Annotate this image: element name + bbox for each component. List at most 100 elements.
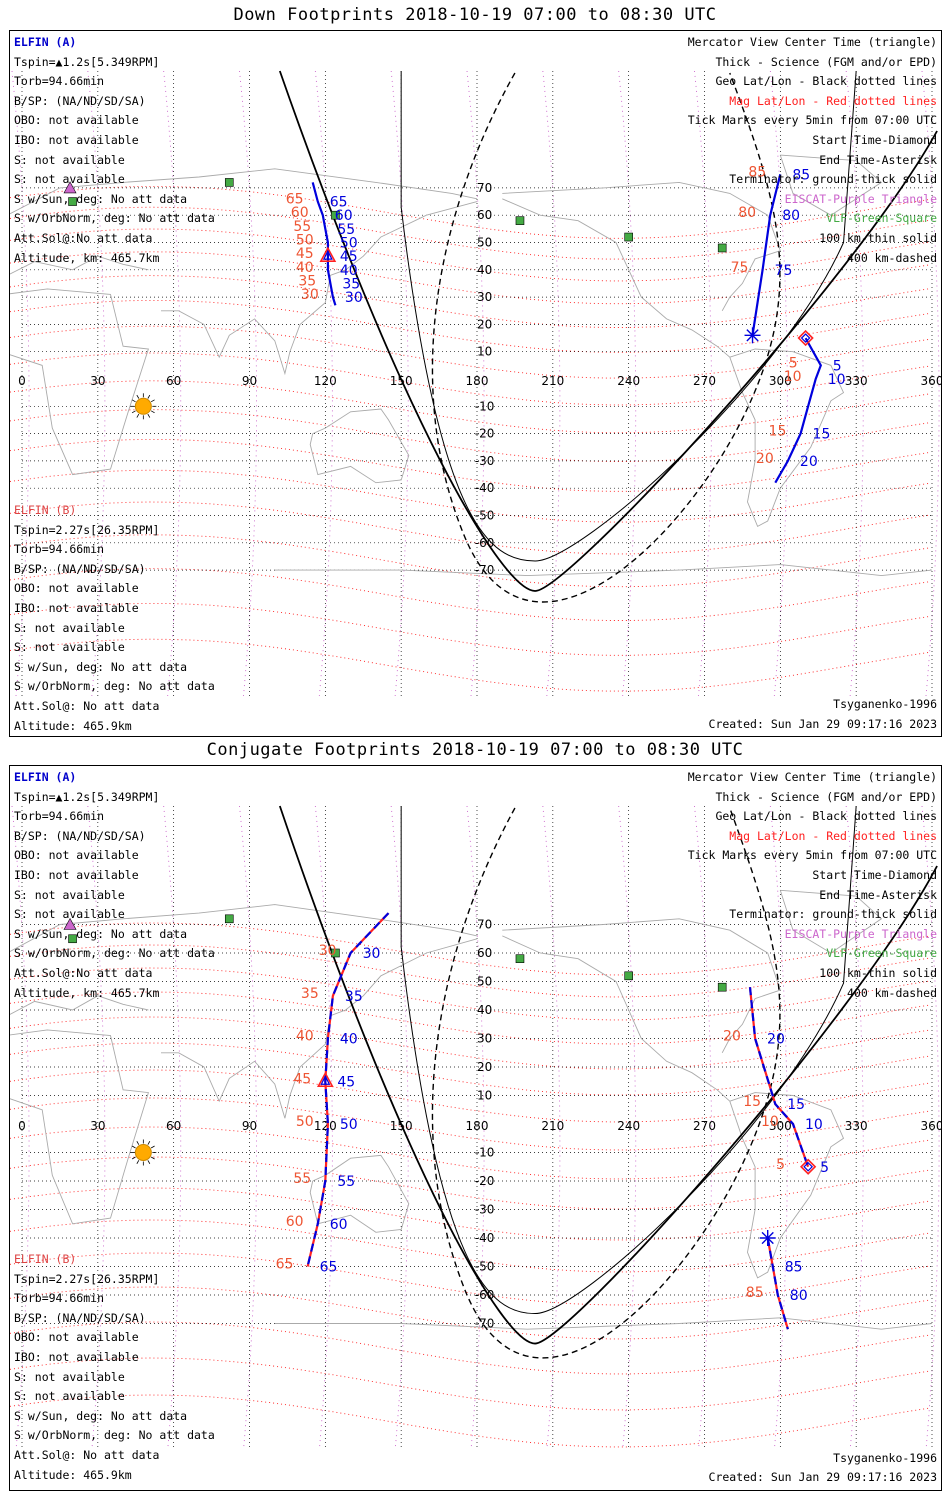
map-canvas-down[interactable]: 0 30 60 90 120 150 180 210 240 270 300 330 360 70 60 50… [10,31,941,736]
elfin-a-info-down: ELFIN (A) Tspin=▲1.2s[5.349RPM] Torb=94.6… [14,33,215,268]
mag-lat-line [10,1042,931,1096]
legend-entry: Thick - Science (FGM and/or EPD) [715,54,937,69]
time-tick-label: 50 [340,236,358,252]
time-tick-label: 45 [337,1074,355,1090]
info-line: S: not available [14,152,125,167]
time-tick-label: 80 [790,1288,808,1304]
lon-tick-label: 30 [90,374,105,388]
terminator-100km [400,805,857,1315]
lat-tick-label: -70 [475,1317,495,1331]
sun-icon [134,397,152,415]
eiscat-marker [63,917,77,930]
info-line: S: not available [14,620,125,635]
mag-time-tick-label: 55 [293,219,311,235]
legend-conjugate: Mercator View Center Time (triangle) Thic… [688,768,937,1003]
terminator-400km [431,72,781,603]
mag-lat-line [10,1069,931,1123]
elfin-a-label: ELFIN (A) [14,770,77,784]
mag-time-tick-label: 40 [296,260,314,276]
mag-time-tick-label: 15 [743,1094,761,1110]
info-line: Tspin=2.27s[26.35RPM] [14,1271,160,1286]
vlf-station-marker [224,914,234,924]
map-panel-conjugate: 0 30 60 90 120 150 180 210 240 270 300 330 360 70 60 50… [9,765,942,1491]
vlf-station-marker [515,216,525,225]
vlf-station-marker [717,982,727,992]
lon-tick-label: 90 [242,374,257,388]
lat-tick-label: -40 [475,1231,495,1245]
info-line: S w/Sun, deg: No att data [14,926,188,941]
end-time-asterisk [746,329,759,342]
mag-lat-line [10,1016,931,1070]
info-line: S w/OrbNorm, deg: No att data [14,211,215,226]
lon-tick-label: 210 [541,1119,564,1133]
info-line: Tspin=2.27s[26.35RPM] [14,522,160,537]
lat-tick-label: -70 [475,563,495,577]
lon-tick-label: 0 [18,374,26,388]
time-tick-label: 65 [320,1260,338,1276]
time-tick-label: 55 [337,1174,355,1190]
lat-tick-label: -60 [475,1288,495,1302]
lon-tick-label: 270 [693,1119,716,1133]
vlf-station-marker [717,243,727,253]
lat-tick-label: 20 [477,317,492,331]
time-tick-label: 75 [775,263,793,279]
lon-tick-label: 30 [90,1119,105,1133]
map-canvas-conjugate[interactable]: 0 30 60 90 120 150 180 210 240 270 300 330 360 70 60 50… [10,766,941,1490]
lat-tick-label: 30 [477,1032,492,1046]
time-tick-label: 65 [330,195,348,211]
mag-lat-line [10,275,931,328]
mag-time-tick-label: 35 [301,986,319,1002]
lon-tick-label: 180 [466,374,489,388]
mag-time-tick-label: 60 [291,205,309,221]
time-tick-label: 30 [345,290,363,306]
info-line: S: not available [14,887,125,902]
time-tick-label: 30 [363,946,381,962]
mag-time-tick-label: 40 [296,1029,314,1045]
lat-tick-label: 50 [477,236,492,250]
mag-time-tick-label: 10 [784,369,802,385]
lat-tick-label: 50 [477,975,492,989]
view-center-triangle [316,1071,334,1088]
info-line: OBO: not available [14,848,139,863]
lat-tick-label: 70 [477,181,492,195]
mag-time-tick-label: 50 [296,233,314,249]
lat-tick-label: 40 [477,1003,492,1017]
lat-tick-label: -20 [475,427,495,441]
start-time-diamond-inner [803,1161,813,1172]
created-label-down: Created: Sun Jan 29 09:17:16 2023 [708,717,937,731]
start-time-diamond [800,1158,817,1175]
elfin-b-info-down: ELFIN (B) Tspin=2.27s[26.35RPM] Torb=94.6… [14,501,215,736]
info-line: Altitude, km: 465.7km [14,985,160,1000]
info-line: S w/OrbNorm, deg: No att data [14,1428,215,1443]
legend-entry: VLF-Green-Square [826,211,937,226]
elfin-a-info-conjugate: ELFIN (A) Tspin=▲1.2s[5.349RPM] Torb=94.6… [14,768,215,1003]
coastline [729,348,845,528]
coastline [274,1317,933,1330]
footprint-track [306,912,390,1267]
elfin-a-label: ELFIN (A) [14,35,77,49]
mag-time-tick-label: 5 [789,355,798,371]
sun-ray [150,399,155,403]
sun-ray [147,413,151,418]
sun-ray [131,410,136,414]
mag-time-tick-label: 80 [738,205,756,221]
coastline [161,201,478,376]
mag-time-tick-label: 60 [286,1214,304,1230]
info-line: Torb=94.66min [14,809,105,824]
lat-tick-label: 40 [477,263,492,277]
info-line: S: not available [14,640,125,655]
legend-entry: VLF-Green-Square [826,946,937,961]
info-line: IBO: not available [14,132,139,147]
mag-lat-line [10,438,931,492]
info-line: S: not available [14,907,125,922]
info-line: OBO: not available [14,581,139,596]
lon-tick-label: 90 [242,1119,257,1133]
sun-ray [131,1145,136,1149]
coastline [10,995,149,1015]
legend-entry: 100 km-thin solid [819,230,937,245]
legend-entry: Geo Lat/Lon - Black dotted lines [715,809,937,824]
legend-entry: Tick Marks every 5min from 07:00 UTC [687,848,937,863]
lon-tick-label: 360 [921,1119,941,1133]
lat-tick-label: -10 [475,399,495,413]
created-label-conjugate: Created: Sun Jan 29 09:17:16 2023 [708,1470,937,1484]
